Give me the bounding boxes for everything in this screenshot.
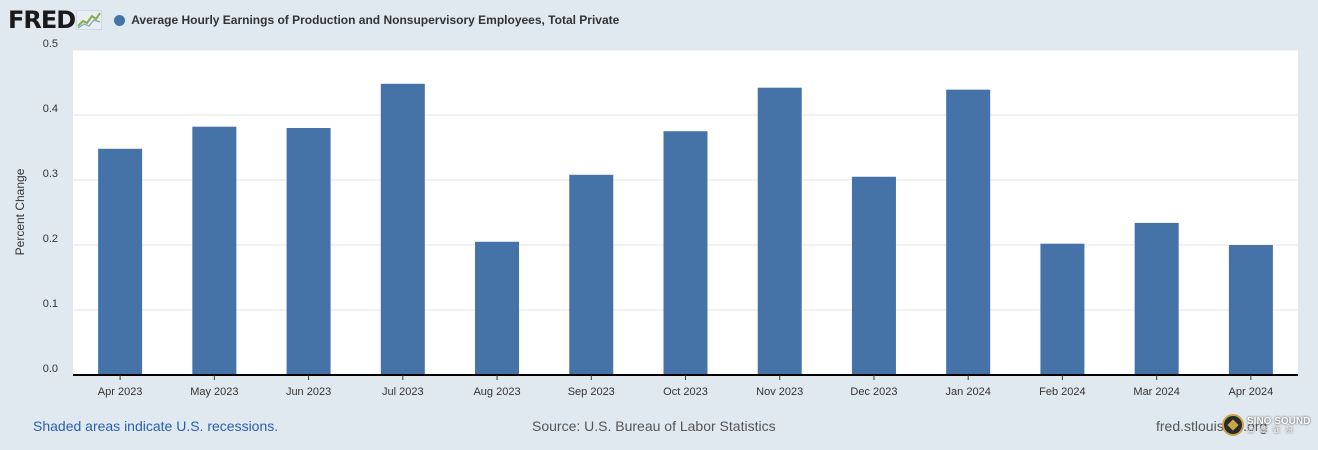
x-tick-label: Sep 2023 (568, 386, 615, 398)
chart-legend: Average Hourly Earnings of Production an… (114, 13, 619, 27)
bar[interactable] (192, 126, 237, 375)
recession-note-link[interactable]: Shaded areas indicate U.S. recessions. (33, 418, 279, 434)
y-axis-ticks: 0.0 0.1 0.2 0.3 0.4 0.5 (43, 38, 58, 375)
fred-logo-text: FRED (8, 6, 76, 34)
bar[interactable] (380, 83, 425, 376)
sino-sound-watermark: SINO SOUND 澳 聲 通 訊 (1222, 414, 1310, 436)
x-tick-label: Nov 2023 (756, 386, 803, 398)
bar[interactable] (663, 131, 708, 375)
x-tick-label: May 2023 (190, 386, 238, 398)
chart-header: FRED Average Hourly Earnings of Producti… (8, 6, 619, 34)
fred-logo[interactable]: FRED (8, 6, 103, 34)
bar[interactable] (98, 148, 143, 375)
legend-series-marker (114, 14, 126, 26)
bar-chart: 0.0 0.1 0.2 0.3 0.4 0.5 Apr 2023 May 2023 Jun 2… (13, 38, 1298, 398)
watermark-sub-text: 澳 聲 通 訊 (1247, 426, 1295, 434)
x-tick-label: Jul 2023 (382, 386, 424, 398)
watermark-main-text: SINO SOUND (1247, 415, 1311, 427)
bar[interactable] (851, 176, 896, 375)
x-axis-ticks: Apr 2023 May 2023 Jun 2023 Jul 2023 Aug 2023… (98, 375, 1273, 398)
y-tick-label: 0.0 (43, 363, 58, 375)
legend-series-label: Average Hourly Earnings of Production an… (131, 13, 620, 27)
bar[interactable] (1134, 222, 1179, 375)
bars (98, 83, 1273, 376)
y-axis-label: Percent Change (13, 168, 27, 255)
bar[interactable] (1228, 245, 1273, 375)
sino-sound-logo-icon (1222, 414, 1244, 436)
x-tick-label: Dec 2023 (850, 386, 897, 398)
x-tick-label: Jan 2024 (946, 386, 991, 398)
x-tick-label: Mar 2024 (1133, 386, 1179, 398)
x-tick-label: Feb 2024 (1039, 386, 1085, 398)
bar[interactable] (569, 174, 614, 375)
x-tick-label: Apr 2023 (98, 386, 143, 398)
y-tick-label: 0.4 (43, 103, 58, 115)
bar[interactable] (757, 87, 802, 375)
x-tick-label: Oct 2023 (663, 386, 708, 398)
fred-line-chart-icon (76, 10, 103, 30)
bar[interactable] (1040, 243, 1085, 375)
bar[interactable] (475, 241, 520, 375)
x-tick-label: Aug 2023 (473, 386, 520, 398)
bar[interactable] (946, 89, 991, 376)
y-tick-label: 0.1 (43, 298, 58, 310)
x-tick-label: Apr 2024 (1229, 386, 1274, 398)
y-tick-label: 0.5 (43, 38, 58, 50)
x-tick-label: Jun 2023 (286, 386, 331, 398)
source-text: Source: U.S. Bureau of Labor Statistics (532, 418, 776, 434)
bar[interactable] (286, 128, 331, 375)
y-tick-label: 0.2 (43, 233, 58, 245)
y-tick-label: 0.3 (43, 168, 58, 180)
